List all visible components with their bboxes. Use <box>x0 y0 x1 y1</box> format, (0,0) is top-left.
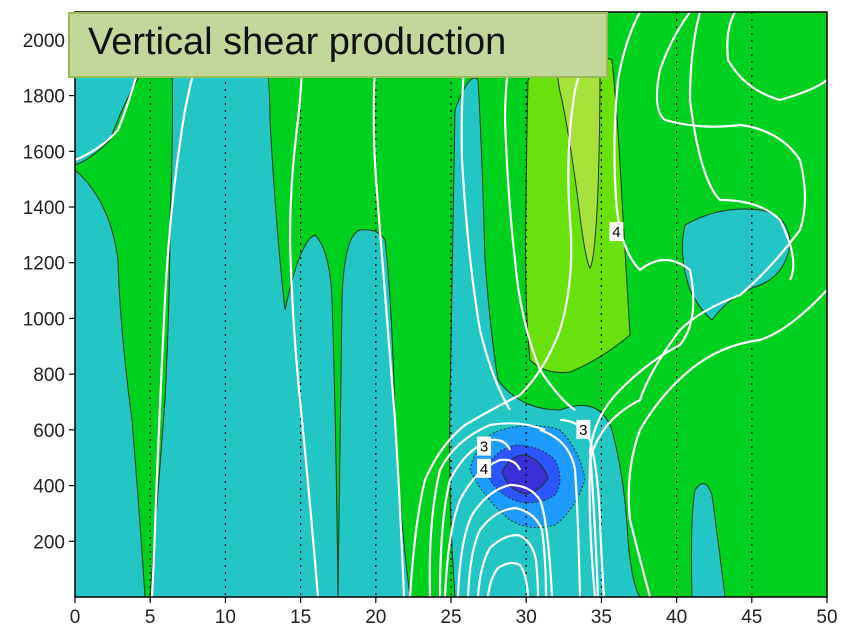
x-tick-label: 20 <box>365 607 386 628</box>
x-tick-label: 25 <box>440 607 461 628</box>
contour-line <box>443 458 522 597</box>
contour-line <box>503 12 576 411</box>
contour-line <box>428 422 546 597</box>
contour-line <box>150 12 212 597</box>
plot-area: 3 4 3 4 <box>75 12 827 597</box>
contour-line <box>726 12 827 102</box>
contour-line <box>476 533 540 597</box>
contour-line <box>372 12 406 597</box>
contour-line <box>688 12 795 281</box>
contour-label: 3 <box>576 419 591 439</box>
y-tick-label: 200 <box>33 532 65 553</box>
contour-line <box>408 12 602 597</box>
svg-text:4: 4 <box>480 461 488 478</box>
contour-labels: 3 4 3 4 <box>477 222 624 478</box>
x-tick-label: 0 <box>70 607 81 628</box>
y-tick-label: 1400 <box>23 198 65 219</box>
y-tick-label: 1200 <box>23 254 65 275</box>
x-tick-label: 15 <box>290 607 311 628</box>
chart-title: Vertical shear production <box>88 21 507 63</box>
x-axis: 0 5 10 15 20 25 30 35 40 45 50 <box>70 597 838 628</box>
contour-line <box>438 438 512 597</box>
contour-line <box>456 483 554 597</box>
contour-label: 4 <box>477 458 492 478</box>
contour-line <box>288 12 320 597</box>
x-tick-label: 30 <box>516 607 537 628</box>
svg-text:3: 3 <box>579 422 587 439</box>
contour-line <box>466 506 548 597</box>
contour-line <box>539 428 582 597</box>
y-tick-label: 400 <box>33 477 65 498</box>
contour-line <box>460 12 511 411</box>
y-tick-label: 1800 <box>23 87 65 108</box>
x-tick-label: 50 <box>816 607 837 628</box>
y-axis: 200 400 600 800 1000 1200 1400 1600 1800 2000 <box>23 31 75 553</box>
cyan-region-mid <box>337 229 411 597</box>
y-tick-label: 600 <box>33 421 65 442</box>
x-tick-label: 35 <box>591 607 612 628</box>
y-tick-label: 800 <box>33 365 65 386</box>
svg-text:4: 4 <box>612 224 620 241</box>
x-tick-label: 10 <box>215 607 236 628</box>
contour-line <box>588 12 807 597</box>
svg-text:3: 3 <box>480 439 488 456</box>
contour-line <box>627 289 827 597</box>
cyan-region-bottom-right <box>690 483 726 597</box>
contour-line <box>486 561 530 597</box>
contour-label: 4 <box>609 222 624 242</box>
chart-title-box: Vertical shear production <box>68 12 608 78</box>
x-tick-label: 40 <box>666 607 687 628</box>
y-tick-label: 2000 <box>23 31 65 52</box>
x-tick-label: 45 <box>741 607 762 628</box>
x-tick-label: 5 <box>145 607 156 628</box>
cyan-region-right <box>681 208 791 321</box>
contour-label: 3 <box>477 436 492 456</box>
y-tick-label: 1600 <box>23 142 65 163</box>
contour-line <box>588 12 695 597</box>
white-contours <box>75 12 827 597</box>
y-tick-label: 1000 <box>23 309 65 330</box>
